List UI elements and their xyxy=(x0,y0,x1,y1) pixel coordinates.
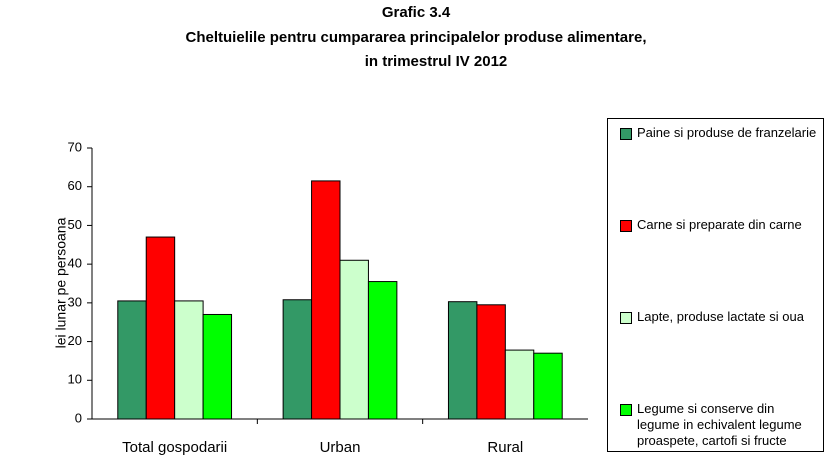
legend: Paine si produse de franzelarie Carne si … xyxy=(607,118,824,452)
x-tick-label: Rural xyxy=(487,439,523,456)
bar xyxy=(533,352,563,420)
x-tick-label: Urban xyxy=(320,439,361,456)
y-tick-label: 70 xyxy=(68,139,82,154)
legend-label: Legume si conserve din legume in echival… xyxy=(637,401,802,448)
legend-item: Paine si produse de franzelarie xyxy=(620,125,817,165)
legend-label: Paine si produse de franzelarie xyxy=(637,125,817,140)
y-tick-label: 40 xyxy=(68,256,82,271)
legend-item: Lapte, produse lactate si oua xyxy=(620,309,817,349)
bar xyxy=(145,236,176,420)
bar xyxy=(339,259,369,420)
legend-swatch xyxy=(620,128,632,140)
legend-swatch xyxy=(620,404,632,416)
y-tick-label: 20 xyxy=(68,333,82,348)
y-tick-label: 0 xyxy=(75,410,82,425)
legend-label: Carne si preparate din carne xyxy=(637,217,802,232)
y-tick-label: 60 xyxy=(68,178,82,193)
legend-label: Lapte, produse lactate si oua xyxy=(637,309,804,324)
chart-title: Cheltuielile pentru cumpararea principal… xyxy=(186,29,647,46)
legend-item: Legume si conserve din legume in echival… xyxy=(620,401,817,449)
y-tick-label: 30 xyxy=(68,294,82,309)
y-tick-label: 50 xyxy=(68,217,82,232)
legend-swatch xyxy=(620,312,632,324)
y-axis-label: lei lunar pe persoana xyxy=(53,217,69,348)
chart-title: Grafic 3.4 xyxy=(382,4,451,21)
bar xyxy=(311,180,341,420)
bar xyxy=(476,304,506,420)
x-tick-label: Total gospodarii xyxy=(122,439,227,456)
legend-swatch xyxy=(620,220,632,232)
bar xyxy=(504,349,535,420)
legend-item: Carne si preparate din carne xyxy=(620,217,817,257)
y-tick-label: 10 xyxy=(68,372,82,387)
bar xyxy=(447,301,478,420)
bar xyxy=(282,299,313,420)
bar xyxy=(202,313,233,420)
chart-title: in trimestrul IV 2012 xyxy=(365,53,508,70)
bar xyxy=(174,300,204,420)
bar xyxy=(367,281,398,420)
bar xyxy=(117,300,147,420)
